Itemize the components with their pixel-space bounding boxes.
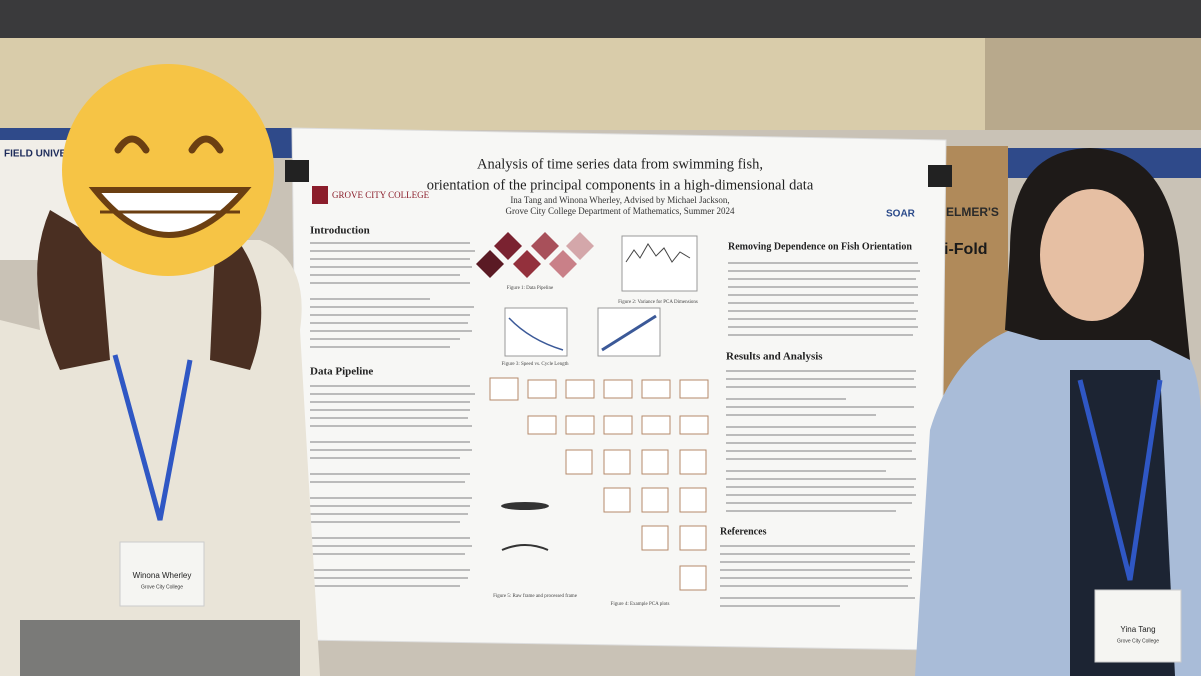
figure-caption: Figure 3: Speed vs. Cycle Length: [502, 362, 569, 367]
soar-logo: SOAR: [886, 209, 916, 220]
badge-school: Grove City College: [141, 584, 183, 590]
name-badge: [1094, 589, 1182, 663]
figure-caption: Figure 2: Variance for PCA Dimensions: [618, 300, 698, 305]
figure-caption: Figure 5: Raw frame and processed frame: [493, 594, 578, 599]
poster-title: orientation of the principal components …: [427, 177, 814, 193]
emoji-face: [62, 64, 274, 276]
banner-text: FIELD UNIVERSITY: [4, 149, 96, 160]
box-product: i-Fold: [944, 241, 988, 258]
section-heading: Data Pipeline: [310, 366, 373, 378]
section-heading: References: [720, 526, 767, 537]
badge-name: Yina Tang: [1120, 625, 1155, 634]
ceiling: [0, 0, 1201, 40]
skirt: [20, 620, 300, 676]
fish-outline: [501, 544, 549, 551]
figure-caption: Figure 1: Data Pipeline: [507, 286, 554, 291]
fish-silhouette: [501, 502, 549, 510]
badge-name: Winona Wherley: [133, 571, 192, 580]
variance-plot: [621, 235, 698, 292]
section-heading: Results and Analysis: [726, 351, 823, 363]
emoji-eye: [114, 135, 150, 154]
plot-curve: [508, 317, 564, 351]
lanyard: [112, 354, 193, 521]
poster-affiliation: Grove City College Department of Mathema…: [506, 206, 735, 216]
section-heading: Introduction: [310, 225, 370, 237]
plot-band: [601, 314, 657, 352]
poster-title: Analysis of time series data from swimmi…: [477, 156, 763, 172]
college-logo: GROVE CITY COLLEGE: [332, 190, 430, 200]
plot-line: [625, 243, 691, 263]
pca-plot-grid: [489, 377, 709, 591]
figure-caption: Figure 4: Example PCA plots: [611, 602, 670, 607]
section-heading: Removing Dependence on Fish Orientation: [728, 241, 912, 252]
college-shield: [312, 186, 328, 204]
binder-clip: [285, 160, 309, 182]
pipeline-diamonds: [476, 232, 594, 278]
emoji-eye: [188, 135, 224, 154]
box-brand: ELMER'S: [946, 205, 999, 219]
name-badge: [119, 541, 205, 607]
curly-hair: [210, 230, 262, 370]
poster-authors: Ina Tang and Winona Wherley, Advised by …: [510, 195, 729, 205]
face: [1040, 189, 1144, 321]
badge-school: Grove City College: [1117, 638, 1159, 644]
curly-hair: [37, 210, 111, 370]
binder-clip: [928, 165, 952, 187]
body-text: [310, 242, 920, 607]
lanyard: [1077, 379, 1163, 581]
